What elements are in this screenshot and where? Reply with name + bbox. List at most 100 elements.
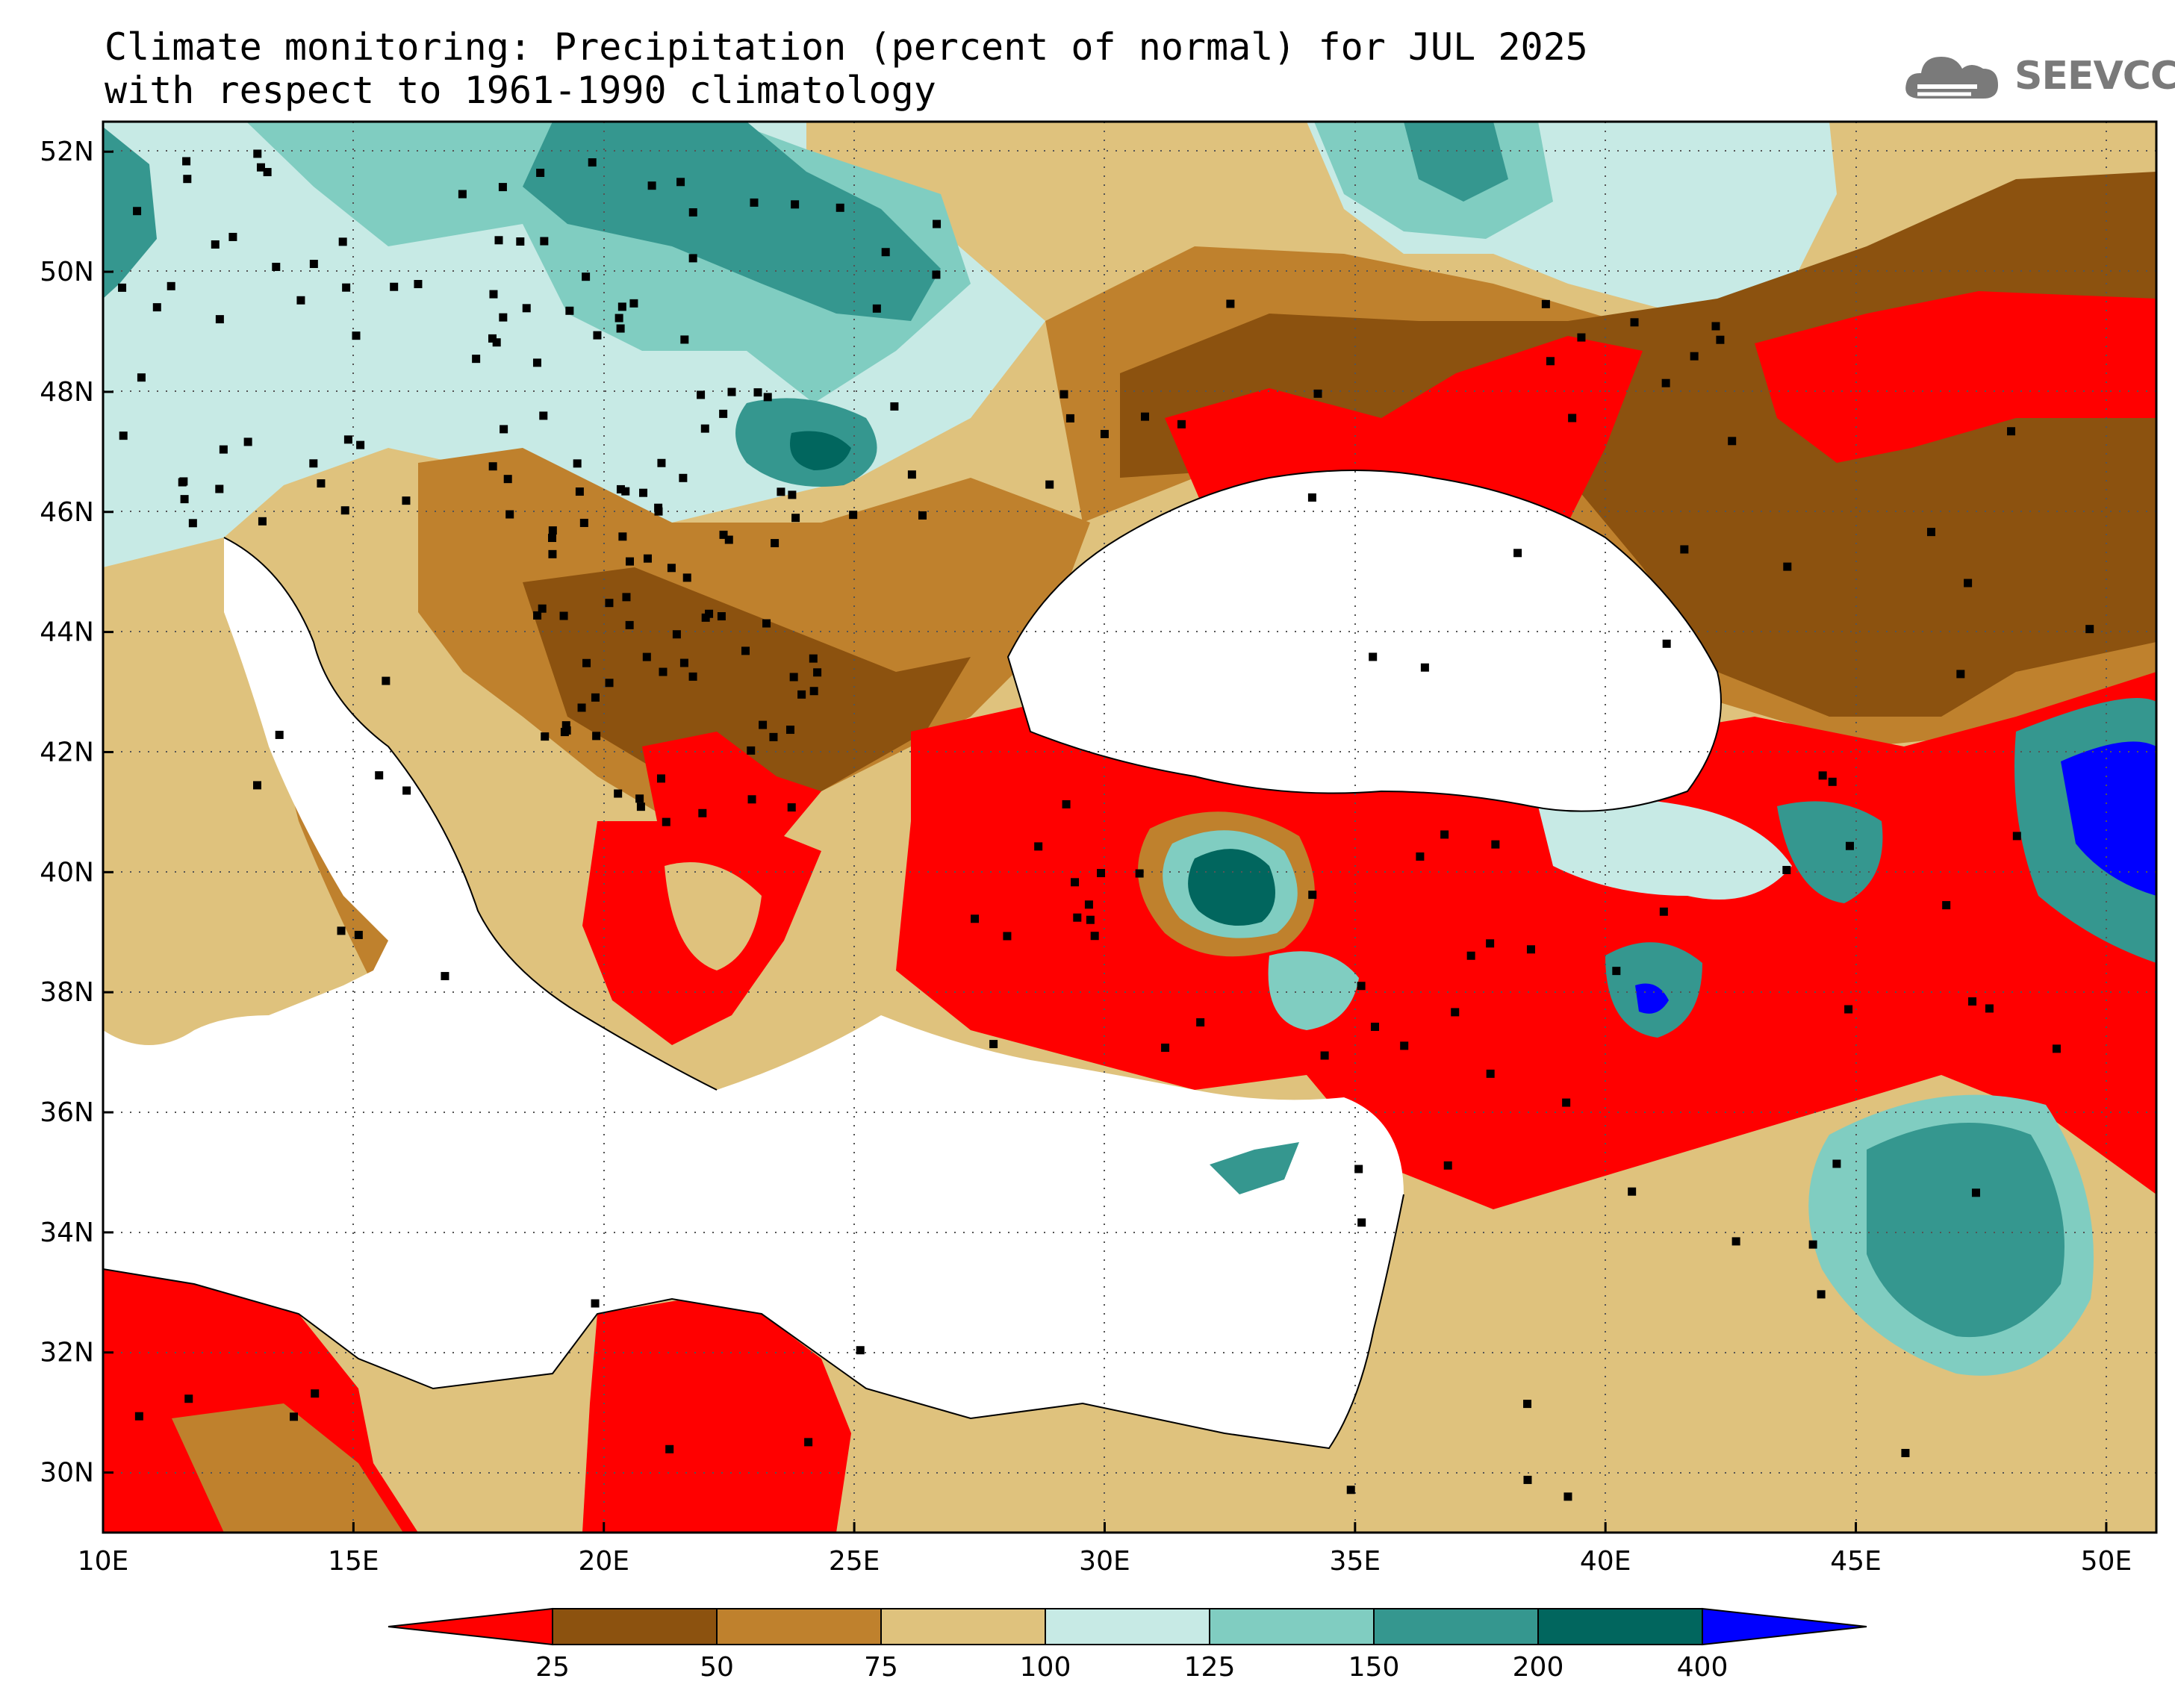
station-marker	[1308, 891, 1317, 900]
lat-tick-label: 34N	[40, 1218, 94, 1248]
station-marker	[402, 496, 411, 505]
station-marker	[338, 237, 347, 246]
lon-tick-label: 45E	[1830, 1546, 1882, 1577]
station-marker	[492, 338, 501, 347]
station-marker	[548, 549, 557, 558]
station-marker	[785, 726, 794, 735]
station-marker	[414, 280, 423, 289]
station-marker	[354, 930, 363, 939]
station-marker	[498, 183, 507, 192]
station-marker	[275, 730, 284, 739]
station-marker	[741, 646, 750, 655]
station-marker	[659, 667, 668, 676]
station-marker	[1577, 333, 1586, 342]
station-marker	[340, 506, 349, 515]
station-marker	[532, 358, 541, 367]
station-marker	[1808, 1240, 1817, 1249]
station-marker	[579, 518, 588, 527]
station-marker	[617, 302, 626, 311]
station-marker	[1612, 967, 1621, 976]
station-marker	[317, 479, 326, 488]
station-marker	[642, 652, 651, 661]
station-marker	[647, 181, 656, 190]
station-marker	[1090, 932, 1099, 941]
station-marker	[1728, 437, 1737, 446]
station-marker	[1097, 869, 1106, 878]
station-marker	[516, 237, 525, 246]
station-marker	[665, 1444, 674, 1453]
station-marker	[809, 687, 818, 696]
title-line-1: Climate monitoring: Precipitation (perce…	[105, 25, 1588, 69]
station-marker	[1003, 932, 1012, 941]
station-marker	[1690, 352, 1699, 361]
station-marker	[309, 459, 318, 468]
station-marker	[592, 732, 601, 741]
station-marker	[639, 488, 648, 497]
lat-tick-label: 38N	[40, 977, 94, 1008]
station-marker	[1034, 842, 1043, 851]
station-marker	[562, 726, 571, 735]
station-marker	[488, 334, 497, 343]
station-marker	[1731, 1237, 1740, 1246]
station-marker	[180, 495, 189, 504]
station-marker	[500, 425, 508, 434]
station-marker	[1226, 299, 1235, 308]
lat-tick-label: 36N	[40, 1097, 94, 1128]
logo-text: SEEVCCC	[2014, 54, 2175, 99]
colorbar-bin	[1209, 1608, 1375, 1645]
station-marker	[804, 1438, 813, 1447]
station-marker	[588, 158, 597, 167]
station-marker	[1466, 951, 1475, 960]
station-marker	[616, 484, 625, 493]
station-marker	[559, 611, 568, 620]
station-marker	[682, 573, 691, 582]
station-marker	[933, 219, 942, 228]
station-marker	[618, 532, 627, 541]
station-marker	[971, 914, 980, 923]
seevccc-logo: SEEVCCC	[1902, 46, 2175, 106]
station-marker	[343, 435, 352, 444]
station-marker	[577, 703, 586, 712]
lat-tick-label: 52N	[40, 137, 94, 167]
station-marker	[727, 387, 736, 396]
station-marker	[1659, 907, 1668, 916]
station-marker	[503, 475, 512, 484]
station-marker	[390, 282, 399, 291]
station-marker	[541, 732, 550, 741]
station-marker	[119, 431, 128, 440]
station-marker	[1451, 1008, 1460, 1017]
colorbar-label: 25	[535, 1652, 570, 1683]
station-marker	[1541, 299, 1550, 308]
station-marker	[494, 236, 503, 245]
colorbar-legend: 25 50 75 100 125 150 200 400	[388, 1607, 1867, 1683]
station-marker	[188, 519, 197, 528]
station-marker	[488, 462, 497, 471]
station-marker	[918, 511, 927, 520]
colorbar-label: 50	[700, 1652, 734, 1683]
station-marker	[791, 514, 800, 523]
station-marker	[1313, 389, 1322, 398]
station-marker	[771, 539, 780, 548]
colorbar-bin	[880, 1608, 1046, 1645]
station-marker	[672, 630, 681, 639]
station-marker	[1964, 579, 1973, 587]
station-marker	[1177, 420, 1186, 428]
station-marker	[382, 676, 390, 685]
station-marker	[1956, 670, 1965, 679]
station-marker	[621, 487, 630, 496]
station-marker	[178, 478, 187, 487]
station-marker	[697, 390, 706, 399]
lat-tick-label: 30N	[40, 1458, 94, 1489]
colorbar-high-arrow	[1702, 1607, 1867, 1646]
station-marker	[1513, 549, 1522, 558]
station-marker	[296, 296, 305, 305]
map-frame	[102, 120, 2158, 1534]
station-marker	[1630, 318, 1639, 327]
station-marker	[636, 802, 645, 811]
station-marker	[1818, 771, 1827, 780]
station-marker	[2007, 427, 2016, 436]
station-marker	[256, 163, 265, 172]
station-marker	[561, 721, 570, 730]
station-marker	[272, 263, 281, 272]
